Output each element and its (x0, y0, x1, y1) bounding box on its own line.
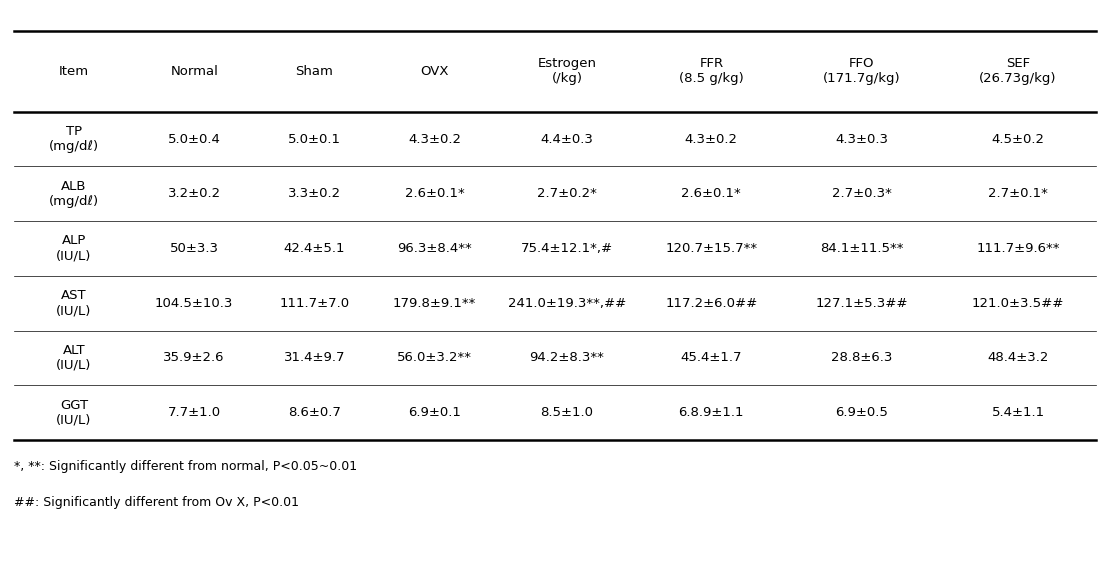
Text: 48.4±3.2: 48.4±3.2 (987, 351, 1049, 364)
Text: 127.1±5.3##: 127.1±5.3## (816, 297, 908, 310)
Text: 3.2±0.2: 3.2±0.2 (168, 187, 221, 200)
Text: 4.3±0.2: 4.3±0.2 (685, 133, 738, 146)
Text: 96.3±8.4**: 96.3±8.4** (397, 242, 472, 255)
Text: Estrogen
(/kg): Estrogen (/kg) (537, 57, 596, 85)
Text: 35.9±2.6: 35.9±2.6 (163, 351, 225, 364)
Text: 121.0±3.5##: 121.0±3.5## (972, 297, 1064, 310)
Text: ALP
(IU/L): ALP (IU/L) (57, 235, 92, 262)
Text: 4.3±0.3: 4.3±0.3 (835, 133, 888, 146)
Text: 4.5±0.2: 4.5±0.2 (991, 133, 1045, 146)
Text: 5.4±1.1: 5.4±1.1 (991, 406, 1045, 419)
Text: GGT
(IU/L): GGT (IU/L) (57, 399, 92, 427)
Text: 42.4±5.1: 42.4±5.1 (284, 242, 345, 255)
Text: 2.6±0.1*: 2.6±0.1* (405, 187, 465, 200)
Text: 3.3±0.2: 3.3±0.2 (287, 187, 341, 200)
Text: 5.0±0.1: 5.0±0.1 (287, 133, 341, 146)
Text: 111.7±7.0: 111.7±7.0 (280, 297, 350, 310)
Text: 2.7±0.3*: 2.7±0.3* (831, 187, 891, 200)
Text: 4.4±0.3: 4.4±0.3 (541, 133, 594, 146)
Text: 50±3.3: 50±3.3 (170, 242, 219, 255)
Text: FFO
(171.7g/kg): FFO (171.7g/kg) (823, 57, 900, 85)
Text: 45.4±1.7: 45.4±1.7 (680, 351, 743, 364)
Text: 2.7±0.2*: 2.7±0.2* (537, 187, 597, 200)
Text: 2.6±0.1*: 2.6±0.1* (682, 187, 741, 200)
Text: 8.5±1.0: 8.5±1.0 (541, 406, 594, 419)
Text: 31.4±9.7: 31.4±9.7 (284, 351, 345, 364)
Text: 120.7±15.7**: 120.7±15.7** (665, 242, 757, 255)
Text: 241.0±19.3**,##: 241.0±19.3**,## (508, 297, 626, 310)
Text: 8.6±0.7: 8.6±0.7 (287, 406, 341, 419)
Text: 28.8±6.3: 28.8±6.3 (831, 351, 892, 364)
Text: 6.9±0.1: 6.9±0.1 (408, 406, 461, 419)
Text: *, **: Significantly different from normal, P<0.05~0.01: *, **: Significantly different from norm… (13, 460, 357, 473)
Text: Sham: Sham (295, 65, 333, 78)
Text: ALT
(IU/L): ALT (IU/L) (57, 344, 92, 372)
Text: 7.7±1.0: 7.7±1.0 (168, 406, 221, 419)
Text: 4.3±0.2: 4.3±0.2 (408, 133, 462, 146)
Text: Normal: Normal (170, 65, 219, 78)
Text: 75.4±12.1*,#: 75.4±12.1*,# (521, 242, 613, 255)
Text: ##: Significantly different from Ov X, P<0.01: ##: Significantly different from Ov X, P… (13, 496, 299, 509)
Text: 6.9±0.5: 6.9±0.5 (835, 406, 888, 419)
Text: ALB
(mg/dℓ): ALB (mg/dℓ) (49, 180, 99, 208)
Text: 179.8±9.1**: 179.8±9.1** (393, 297, 476, 310)
Text: 6.8.9±1.1: 6.8.9±1.1 (678, 406, 744, 419)
Text: 111.7±9.6**: 111.7±9.6** (977, 242, 1060, 255)
Text: 84.1±11.5**: 84.1±11.5** (820, 242, 904, 255)
Text: TP
(mg/dℓ): TP (mg/dℓ) (49, 125, 99, 153)
Text: 104.5±10.3: 104.5±10.3 (155, 297, 233, 310)
Text: Item: Item (59, 65, 89, 78)
Text: FFR
(8.5 g/kg): FFR (8.5 g/kg) (679, 57, 744, 85)
Text: 5.0±0.4: 5.0±0.4 (168, 133, 221, 146)
Text: 117.2±6.0##: 117.2±6.0## (665, 297, 757, 310)
Text: 2.7±0.1*: 2.7±0.1* (988, 187, 1048, 200)
Text: AST
(IU/L): AST (IU/L) (57, 289, 92, 317)
Text: 94.2±8.3**: 94.2±8.3** (529, 351, 605, 364)
Text: OVX: OVX (421, 65, 448, 78)
Text: 56.0±3.2**: 56.0±3.2** (397, 351, 472, 364)
Text: SEF
(26.73g/kg): SEF (26.73g/kg) (979, 57, 1057, 85)
